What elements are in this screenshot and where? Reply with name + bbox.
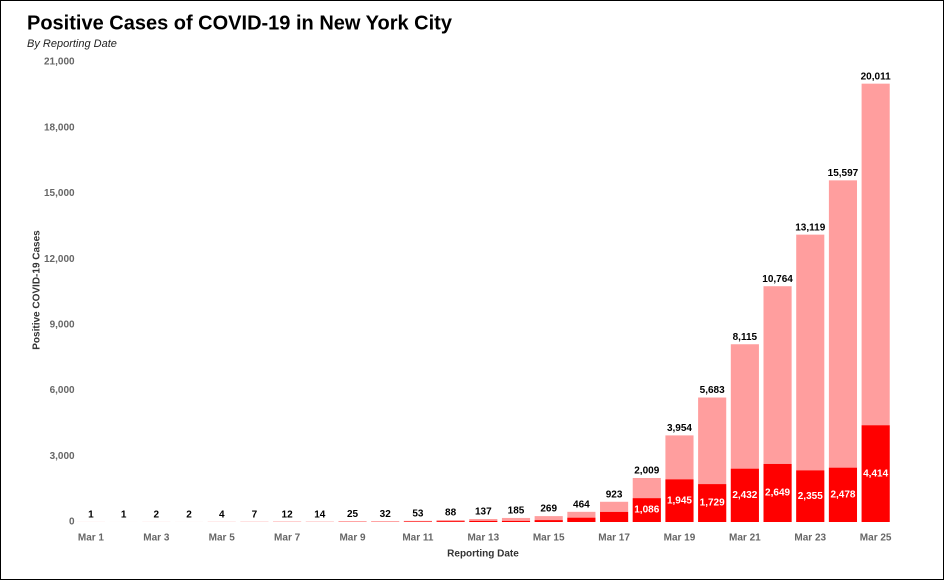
y-tick-label: 9,000 <box>50 319 75 330</box>
value-label: 269 <box>540 504 557 515</box>
bar <box>828 180 858 522</box>
x-tick-label: Mar 21 <box>729 533 761 544</box>
bar <box>828 467 858 522</box>
bar <box>567 511 596 522</box>
bar <box>665 479 694 522</box>
value-label: 923 <box>606 489 623 500</box>
value-label: 2 <box>154 510 160 521</box>
y-tick-label: 6,000 <box>50 385 75 396</box>
y-tick-label: 15,000 <box>44 188 75 199</box>
bar <box>436 521 465 522</box>
value-label: 20,011 <box>861 71 891 82</box>
x-tick-label: Mar 23 <box>794 533 826 544</box>
value-label: 2,432 <box>732 490 757 501</box>
value-label: 1,086 <box>634 505 659 516</box>
value-label: 1,729 <box>700 498 725 509</box>
bar <box>534 520 563 522</box>
bar <box>567 517 596 522</box>
bar <box>698 484 727 522</box>
bar <box>501 517 531 522</box>
value-label: 2 <box>186 510 192 521</box>
value-label: 25 <box>347 509 359 520</box>
value-label: 2,009 <box>634 466 659 477</box>
value-label: 13,119 <box>795 222 825 233</box>
y-tick-label: 3,000 <box>50 451 75 462</box>
bar <box>469 520 498 522</box>
value-label: 10,764 <box>762 274 793 285</box>
bar <box>763 463 792 522</box>
value-label: 464 <box>573 499 590 510</box>
chart-subtitle: By Reporting Date <box>27 38 117 50</box>
value-label: 1,945 <box>667 495 692 506</box>
value-label: 15,597 <box>828 168 859 179</box>
value-label: 4 <box>219 510 225 521</box>
value-label: 7 <box>252 509 258 520</box>
value-label: 1 <box>121 510 127 521</box>
value-label: 1 <box>88 510 94 521</box>
value-label: 2,478 <box>830 490 855 501</box>
x-tick-label: Mar 13 <box>467 533 499 544</box>
value-label: 3,954 <box>667 423 692 434</box>
bar <box>600 511 629 522</box>
x-tick-label: Mar 3 <box>143 533 170 544</box>
value-label: 185 <box>508 506 525 517</box>
value-label: 32 <box>380 509 392 520</box>
value-label: 12 <box>282 509 294 520</box>
bar <box>403 520 432 522</box>
y-tick-label: 18,000 <box>44 122 75 133</box>
y-axis-label: Positive COVID-19 Cases <box>32 230 43 350</box>
bar <box>469 518 498 522</box>
bar <box>861 425 890 522</box>
bar <box>501 520 531 522</box>
bar <box>632 498 661 522</box>
value-label: 2,649 <box>765 488 790 499</box>
bar <box>796 470 825 522</box>
x-tick-label: Mar 17 <box>598 533 630 544</box>
x-tick-label: Mar 7 <box>274 533 301 544</box>
y-tick-label: 21,000 <box>44 57 75 68</box>
x-tick-label: Mar 5 <box>209 533 236 544</box>
value-label: 8,115 <box>733 332 758 343</box>
bar <box>534 516 563 522</box>
value-label: 53 <box>412 508 424 519</box>
x-tick-label: Mar 25 <box>860 533 892 544</box>
bar <box>730 468 759 522</box>
bar <box>436 520 465 522</box>
value-label: 137 <box>475 507 492 518</box>
x-tick-label: Mar 1 <box>78 533 105 544</box>
chart-title: Positive Cases of COVID-19 in New York C… <box>27 12 453 34</box>
value-label: 5,683 <box>700 385 725 396</box>
x-tick-label: Mar 11 <box>402 533 434 544</box>
value-label: 2,355 <box>798 491 823 502</box>
bar <box>338 521 367 522</box>
bar <box>371 521 400 522</box>
value-label: 88 <box>445 508 457 519</box>
y-tick-label: 0 <box>69 517 75 528</box>
y-tick-label: 12,000 <box>44 254 75 265</box>
x-tick-label: Mar 15 <box>533 533 565 544</box>
x-axis-label: Reporting Date <box>447 549 519 560</box>
value-label: 14 <box>314 509 326 520</box>
x-tick-label: Mar 9 <box>339 533 366 544</box>
value-label: 4,414 <box>863 468 888 479</box>
x-tick-label: Mar 19 <box>664 533 696 544</box>
